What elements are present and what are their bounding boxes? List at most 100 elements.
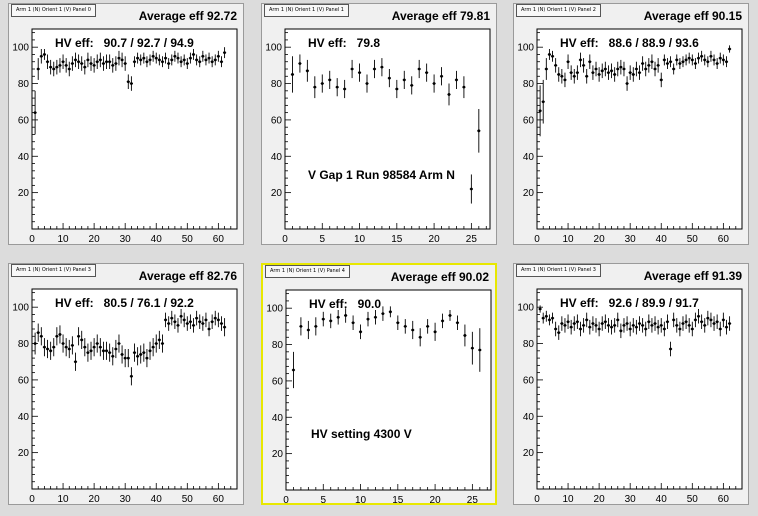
x-tick-label: 0	[29, 234, 35, 245]
data-point	[139, 353, 143, 356]
data-point	[402, 78, 406, 82]
data-point	[569, 325, 573, 329]
data-point	[95, 60, 99, 64]
data-point	[359, 330, 362, 334]
data-point	[164, 318, 167, 322]
plot-pad-0[interactable]: 20 40 60 80 100 0 10 20 30 40 50 60 Arm 1 (N) Orien…	[8, 3, 244, 245]
data-point	[179, 60, 183, 64]
x-tick-label: 15	[392, 495, 404, 506]
x-tick-label: 50	[182, 494, 194, 505]
x-tick-label: 40	[151, 234, 163, 245]
data-point	[89, 62, 93, 65]
data-point	[622, 67, 626, 71]
data-point	[607, 323, 610, 327]
x-tick-label: 10	[354, 234, 366, 245]
data-point	[706, 316, 710, 320]
plot-pad-5[interactable]: 20 40 60 80 100 0 10 20 30 40 50 60 Arm 1 (N) Orien…	[513, 263, 749, 505]
data-point	[588, 325, 592, 329]
data-point	[373, 67, 376, 71]
data-point	[628, 71, 632, 75]
data-point	[381, 312, 385, 316]
data-point	[167, 62, 171, 65]
data-point	[204, 318, 208, 322]
data-point	[201, 322, 205, 325]
x-tick-label: 20	[594, 494, 606, 505]
data-point	[55, 334, 59, 338]
x-tick-label: 0	[534, 234, 540, 245]
data-point	[709, 318, 713, 322]
data-point	[721, 58, 725, 62]
plot-pad-2[interactable]: 20 40 60 80 100 0 10 20 30 40 50 60 Arm 1 (N) Orien…	[513, 3, 749, 245]
y-tick-label: 80	[523, 339, 535, 350]
y-tick-label: 40	[18, 152, 30, 163]
data-point	[690, 327, 694, 331]
data-point	[687, 56, 691, 60]
x-tick-label: 30	[625, 494, 637, 505]
data-point	[638, 322, 641, 325]
data-point	[207, 56, 211, 60]
data-point	[374, 315, 377, 319]
hv-setting-label: HV setting 4300 V	[311, 427, 412, 441]
data-point	[185, 62, 189, 65]
data-point	[173, 320, 177, 324]
plot-pad-4[interactable]: 20 40 60 80 100 0 5 10 15 20 25 Arm 1 (N) Orient 1…	[261, 263, 497, 506]
data-point	[712, 322, 716, 325]
plot-pad-1[interactable]: 20 40 60 80 100 0 5 10 15 20 25 Arm 1 (N) Orient 1…	[261, 3, 497, 245]
data-point	[448, 314, 452, 317]
data-point	[588, 60, 592, 64]
data-point	[572, 74, 576, 78]
data-point	[39, 334, 43, 338]
data-point	[136, 56, 140, 60]
average-eff-label: Average eff 90.15	[643, 9, 742, 23]
data-point	[129, 82, 133, 85]
scatter-plot: 20 40 60 80 100 0 5 10 15 20 25	[266, 289, 492, 506]
data-point	[61, 342, 65, 345]
data-point	[329, 319, 333, 323]
data-point	[366, 317, 370, 321]
data-point	[176, 56, 180, 60]
data-point	[728, 47, 731, 51]
data-point	[697, 314, 700, 318]
data-point	[133, 60, 136, 64]
data-point	[387, 76, 391, 80]
data-point	[715, 62, 719, 65]
data-point	[43, 345, 46, 349]
x-tick-label: 10	[562, 234, 574, 245]
x-tick-label: 20	[594, 234, 606, 245]
scatter-plot: 20 40 60 80 100 0 5 10 15 20 25	[265, 28, 491, 245]
data-point	[647, 63, 651, 67]
data-point	[582, 63, 585, 67]
data-point	[92, 63, 96, 67]
data-point	[335, 85, 339, 89]
data-point	[111, 63, 115, 67]
data-point	[641, 323, 645, 327]
data-point	[80, 338, 84, 342]
plot-frame	[284, 28, 491, 230]
data-point	[129, 374, 133, 378]
plot-frame	[285, 289, 492, 491]
x-tick-label: 0	[534, 494, 540, 505]
data-point	[105, 60, 108, 64]
data-point	[83, 65, 87, 69]
data-point	[192, 323, 195, 327]
data-point	[142, 351, 146, 355]
data-point	[594, 67, 598, 71]
data-point	[33, 342, 37, 345]
data-point	[709, 54, 713, 58]
data-point	[207, 327, 211, 331]
data-point	[597, 73, 601, 76]
plot-pad-3[interactable]: 20 40 60 80 100 0 10 20 30 40 50 60 Arm 1 (N) Orien…	[8, 263, 244, 505]
x-tick-label: 60	[718, 494, 730, 505]
data-point	[607, 71, 610, 75]
data-point	[603, 320, 607, 324]
data-point	[61, 60, 65, 64]
data-point	[98, 58, 102, 62]
data-point	[161, 342, 164, 345]
data-point	[213, 58, 217, 62]
y-tick-label: 100	[265, 43, 282, 54]
pad-title: Arm 1 (N) Orient 1 (V) Panel 2	[516, 4, 601, 17]
data-point	[566, 320, 570, 324]
y-tick-label: 20	[523, 448, 535, 459]
data-point	[74, 360, 77, 364]
data-point	[563, 323, 567, 327]
